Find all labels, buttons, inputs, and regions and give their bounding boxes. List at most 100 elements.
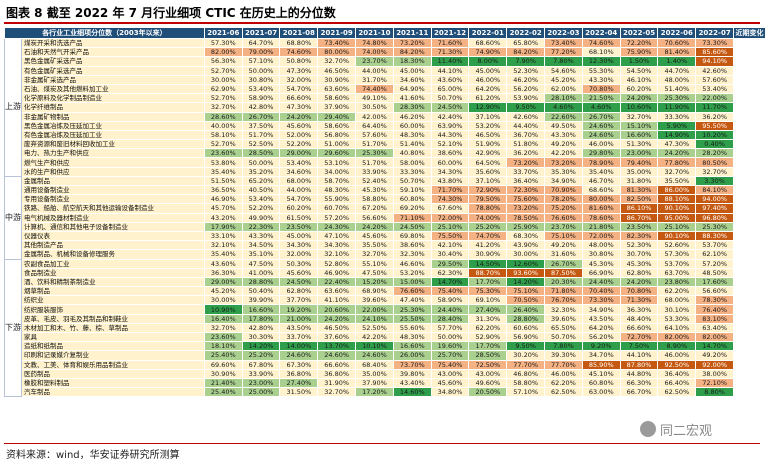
percentile-cell: 38.00% (695, 368, 735, 379)
percentile-cell: 66.60% (279, 93, 319, 104)
percentile-cell: 14.50% (468, 258, 508, 269)
percentile-cell: 36.80% (317, 368, 357, 379)
percentile-cell: 96.80% (695, 212, 735, 223)
percentile-cell: 49.10% (355, 93, 394, 104)
percentile-cell: 35.30% (544, 166, 583, 177)
percentile-cell: 24.60% (581, 120, 621, 131)
table-body: 上游 煤炭开采和洗选产品 57.30% 64.70% 68.80% 73.40% 74.80… (4, 37, 766, 398)
percentile-cell: 45.60% (355, 230, 394, 242)
percentile-cell: 19.60% (430, 341, 470, 352)
percentile-cell: 30.70% (619, 249, 659, 260)
percentile-cell: 50.00% (241, 157, 281, 168)
percentile-cell: 43.80% (430, 175, 470, 187)
group-label: 上游 (4, 38, 22, 177)
percentile-cell: 48.00% (657, 74, 697, 85)
percentile-cell: 33.30% (657, 111, 697, 122)
percentile-cell: 46.00% (657, 350, 697, 361)
table-row: 文教、工美、体育和娱乐用品制造业 69.60% 67.80% 67.30% 66.60%… (5, 359, 766, 370)
recent-change-cell (733, 331, 766, 343)
percentile-cell: 30.80% (581, 249, 621, 260)
percentile-cell: 53.40% (241, 194, 281, 205)
watermark: 同二宏观 (640, 418, 760, 440)
percentile-cell: 57.10% (241, 56, 281, 67)
percentile-cell: 24.20% (619, 276, 659, 288)
table-header-row: 各行业工业细项分位数（2003年以来） 2021-06 2021-07 2021-08… (4, 27, 766, 39)
percentile-cell: 32.70% (619, 111, 659, 122)
percentile-cell: 8.00% (468, 56, 508, 67)
percentile-cell: 46.00% (544, 368, 583, 379)
percentile-cell: 31.80% (619, 175, 659, 187)
percentile-cell: 28.40% (430, 313, 470, 324)
percentile-cell: 42.40% (430, 111, 470, 122)
industry-name: 金属制品 (21, 175, 205, 187)
recent-change-cell (733, 83, 766, 95)
percentile-cell: 44.10% (430, 65, 470, 76)
percentile-cell: 88.30% (695, 230, 735, 242)
industry-name: 文教、工美、体育和娱乐用品制造业 (21, 359, 205, 370)
percentile-cell: 42.90% (468, 148, 508, 159)
percentile-cell: 48.30% (392, 129, 432, 141)
watermark-logo-icon (640, 421, 656, 437)
percentile-cell: 23.70% (544, 221, 583, 232)
percentile-cell: 74.40% (355, 83, 394, 95)
industry-name: 家具 (21, 331, 205, 343)
percentile-cell: 83.10% (695, 313, 735, 324)
percentile-cell: 30.80% (241, 74, 281, 85)
percentile-cell: 27.40% (279, 377, 319, 389)
percentile-cell: 49.20% (544, 240, 583, 251)
percentile-cell: 43.90% (506, 240, 546, 251)
table-row: 电力、热力生产和供应 23.60% 28.50% 29.00% 29.60% 25.30%… (5, 148, 766, 159)
table-row: 木材加工和木、竹、藤、棕、草制品 32.70% 42.80% 43.50% 46.50%… (5, 322, 766, 334)
percentile-cell: 20.30% (544, 276, 583, 288)
table-row: 金属制品、机械和设备修理服务 35.40% 35.10% 32.00% 32.10% 32… (5, 249, 766, 260)
source-note: 资料来源：wind，华安证券研究所测算 (6, 450, 180, 461)
percentile-cell: 37.10% (468, 175, 508, 187)
percentile-cell: 47.30% (279, 102, 319, 113)
industry-name: 铁路、船舶、航空航天和其他运输设备制造业 (21, 203, 205, 214)
percentile-cell: 76.70% (544, 295, 583, 306)
percentile-cell: 10.20% (695, 129, 735, 141)
industry-name: 计算机、通信和其他电子设备制造业 (21, 221, 205, 232)
percentile-cell: 25.30% (392, 304, 432, 315)
header-month: 2021-10 (355, 27, 394, 39)
percentile-cell: 52.70% (203, 65, 243, 76)
percentile-cell: 10.60% (619, 102, 659, 113)
percentile-cell: 64.10% (657, 322, 697, 334)
percentile-cell: 70.80% (619, 286, 659, 297)
percentile-cell: 39.30% (544, 350, 583, 361)
percentile-cell: 68.00% (657, 295, 697, 306)
percentile-cell: 32.30% (544, 304, 583, 315)
title-rule (4, 22, 760, 24)
percentile-cell: 32.70% (203, 322, 243, 334)
percentile-cell: 31.50% (279, 387, 319, 398)
percentile-cell: 43.50% (581, 313, 621, 324)
percentile-cell: 33.90% (241, 368, 281, 379)
percentile-cell: 60.20% (619, 83, 659, 95)
percentile-cell: 39.60% (544, 313, 583, 324)
percentile-cell: 41.60% (392, 93, 432, 104)
table-row: 石油、煤炭及其他燃料加工业 62.90% 53.40% 54.70% 63.60% 74.… (5, 83, 766, 95)
percentile-cell: 52.20% (241, 203, 281, 214)
percentile-cell: 32.70% (657, 166, 697, 177)
percentile-cell: 37.70% (279, 295, 319, 306)
percentile-cell: 50.00% (241, 65, 281, 76)
percentile-cell: 16.60% (619, 129, 659, 141)
industry-name: 通用设备制造业 (21, 184, 205, 196)
industry-name: 纺织业 (21, 295, 205, 306)
percentile-cell: 75.10% (544, 230, 583, 242)
percentile-cell: 71.60% (430, 37, 470, 49)
recent-change-cell (733, 230, 766, 242)
percentile-cell: 68.80% (279, 37, 319, 49)
percentile-cell: 14.20% (506, 276, 546, 288)
percentile-cell: 35.50% (657, 175, 697, 187)
percentile-cell: 36.80% (279, 368, 319, 379)
percentile-cell: 68.90% (355, 286, 394, 297)
percentile-cell: 53.30% (657, 313, 697, 324)
percentile-cell: 53.20% (468, 120, 508, 131)
table-row: 黑色金属矿采选产品 56.30% 57.10% 50.80% 32.70% 23.70% 1… (5, 56, 766, 67)
percentile-cell: 50.70% (544, 331, 583, 343)
percentile-cell: 30.30% (241, 331, 281, 343)
percentile-cell: 70.60% (657, 37, 697, 49)
percentile-cell: 24.20% (355, 221, 394, 232)
percentile-cell: 56.60% (695, 286, 735, 297)
